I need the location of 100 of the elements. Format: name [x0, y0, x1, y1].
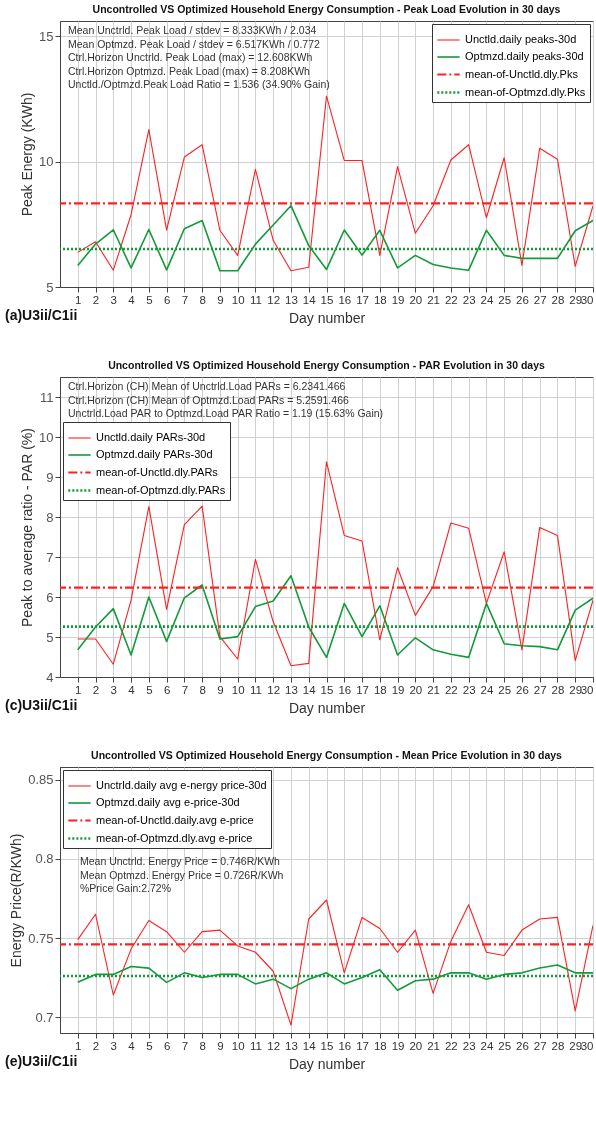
chart-title: Uncontrolled VS Optimized Household Energy Consumption - PAR Evolution in 30 days — [108, 358, 546, 371]
x-tick-label: 20 — [409, 1039, 423, 1052]
x-tick-label: 15 — [320, 1039, 334, 1052]
x-tick-label: 26 — [516, 1039, 529, 1052]
x-tick-label: 11 — [249, 683, 262, 696]
x-tick-label: 17 — [356, 683, 369, 696]
legend-label: mean-of-Optmzd.dly.PARs — [96, 483, 226, 496]
x-tick-label: 4 — [128, 1039, 136, 1052]
x-tick-label: 14 — [302, 683, 317, 696]
x-tick-label: 1 — [75, 1039, 82, 1052]
x-tick-label: 26 — [516, 293, 529, 306]
legend-label: Optmzd.daily avg e-price-30d — [96, 796, 240, 808]
y-tick-label: 0.8 — [35, 851, 54, 867]
x-tick-label: 26 — [516, 683, 529, 696]
x-tick-label: 15 — [320, 293, 334, 306]
x-tick-label: 20 — [409, 293, 423, 306]
x-tick-label: 23 — [462, 1039, 476, 1052]
x-tick-label: 21 — [427, 683, 440, 696]
annotation: %Price Gain:2.72% — [80, 882, 172, 894]
x-tick-label: 27 — [533, 683, 547, 696]
x-tick-label: 30 — [580, 1039, 594, 1052]
x-tick-label: 19 — [391, 293, 405, 306]
x-tick-label: 8 — [199, 1039, 206, 1052]
x-tick-label: 4 — [128, 683, 136, 696]
x-tick-label: 23 — [462, 293, 476, 306]
y-tick-label: 6 — [46, 589, 54, 605]
x-tick-label: 30 — [580, 683, 594, 696]
x-tick-label: 3 — [110, 1039, 117, 1052]
x-tick-label: 7 — [181, 1039, 189, 1052]
x-tick-label: 25 — [498, 293, 512, 306]
x-tick-label: 11 — [249, 293, 262, 306]
annotation: Unctld./Optmzd.Peak Load Ratio = 1.536 (34.90% Gain) — [68, 78, 330, 90]
x-tick-label: 18 — [373, 683, 387, 696]
x-tick-label: 6 — [163, 293, 171, 306]
y-tick-label: 10 — [39, 154, 54, 170]
x-tick-label: 4 — [128, 293, 136, 306]
x-axis-title: Day number — [288, 310, 366, 326]
y-axis-title: Peak Energy (KWh) — [19, 92, 36, 217]
x-tick-label: 22 — [444, 1039, 458, 1052]
annotation: Ctrl.Horizon Optmzd. Peak Load (max) = 8.208KWh — [68, 64, 311, 77]
text: (e)U3ii/C1ii — [5, 1053, 78, 1069]
x-tick-label: 12 — [267, 683, 281, 696]
y-tick-label: 7 — [46, 549, 54, 565]
annotation: Mean Unctrld. Energy Price = 0.746R/KWh — [80, 855, 281, 867]
x-tick-label: 8 — [199, 293, 206, 306]
y-tick-label: 0.85 — [28, 772, 54, 788]
x-tick-label: 13 — [285, 1039, 298, 1052]
text: (c)U3ii/C1ii — [5, 697, 78, 713]
x-tick-label: 1 — [75, 293, 82, 306]
x-tick-label: 22 — [444, 293, 458, 306]
x-tick-label: 18 — [373, 293, 387, 306]
legend-label: Optmzd.daily PARs-30d — [96, 448, 213, 460]
y-axis-title: Peak to average ratio - PAR (%) — [19, 428, 36, 627]
x-tick-label: 5 — [146, 683, 153, 696]
x-tick-label: 13 — [285, 683, 298, 696]
x-tick-label: 10 — [231, 1039, 245, 1052]
y-tick-label: 11 — [40, 389, 54, 405]
y-tick-label: 5 — [46, 629, 54, 645]
y-tick-label: 9 — [46, 469, 54, 485]
x-tick-label: 17 — [356, 1039, 369, 1052]
x-tick-label: 19 — [391, 1039, 405, 1052]
x-tick-label: 28 — [551, 683, 565, 696]
x-tick-label: 12 — [267, 1039, 281, 1052]
legend-label: Unctrld.daily avg e-nergy price-30d — [96, 779, 267, 791]
x-tick-label: 14 — [302, 1039, 317, 1052]
x-tick-label: 24 — [480, 293, 494, 306]
legend-label: mean-of-Optmzd.dly.Pks — [465, 85, 586, 98]
x-tick-label: 23 — [462, 683, 476, 696]
x-tick-label: 2 — [92, 293, 100, 306]
text: (a)U3ii/C1ii — [5, 307, 78, 323]
x-tick-label: 20 — [409, 683, 423, 696]
legend-label: Unctld.daily PARs-30d — [96, 431, 206, 443]
x-tick-label: 13 — [285, 293, 298, 306]
x-tick-label: 6 — [163, 1039, 171, 1052]
x-tick-label: 12 — [267, 293, 281, 306]
annotation: Ctrl.Horizon Unctrld. Peak Load (max) = 12.608KWh — [68, 51, 313, 63]
x-tick-label: 21 — [427, 293, 440, 306]
chart-title: Uncontrolled VS Optimized Household Energy Consumption - Peak Load Evolution in 30 days — [92, 2, 561, 15]
x-tick-label: 16 — [338, 683, 352, 696]
annotation: Ctrl.Horizon (CH) Mean of Unctrld.Load PARs = 6.2341.466 — [68, 380, 346, 392]
x-tick-label: 5 — [146, 293, 153, 306]
annotation: Ctrl.Horizon (CH) Mean of Optmzd.Load PARs = 5.2591.466 — [68, 393, 349, 406]
x-tick-label: 3 — [110, 293, 117, 306]
x-tick-label: 30 — [580, 293, 594, 306]
annotation: Mean Unctrld. Peak Load / stdev = 8.333KWh / 2.034 — [68, 24, 317, 36]
y-tick-label: 10 — [39, 429, 54, 445]
y-tick-label: 4 — [46, 669, 54, 685]
x-tick-label: 9 — [217, 683, 224, 696]
x-tick-label: 2 — [92, 1039, 100, 1052]
x-tick-label: 25 — [498, 683, 512, 696]
chart-title: Uncontrolled VS Optimized Household Energy Consumption - Mean Price Evolution in 30 days — [91, 748, 563, 761]
x-tick-label: 16 — [338, 1039, 352, 1052]
legend-label: mean-of-Unctld.dly.Pks — [465, 67, 579, 80]
x-tick-label: 3 — [110, 683, 117, 696]
annotation: Mean Optmzd. Energy Price = 0.726R/KWh — [80, 868, 284, 881]
x-tick-label: 21 — [427, 1039, 440, 1052]
y-tick-label: 5 — [46, 279, 54, 295]
legend-label: mean-of-Unctld.dly.PARs — [96, 465, 219, 478]
legend-label: mean-of-Unctld.daily.avg e-price — [96, 813, 254, 826]
x-tick-label: 28 — [551, 293, 565, 306]
